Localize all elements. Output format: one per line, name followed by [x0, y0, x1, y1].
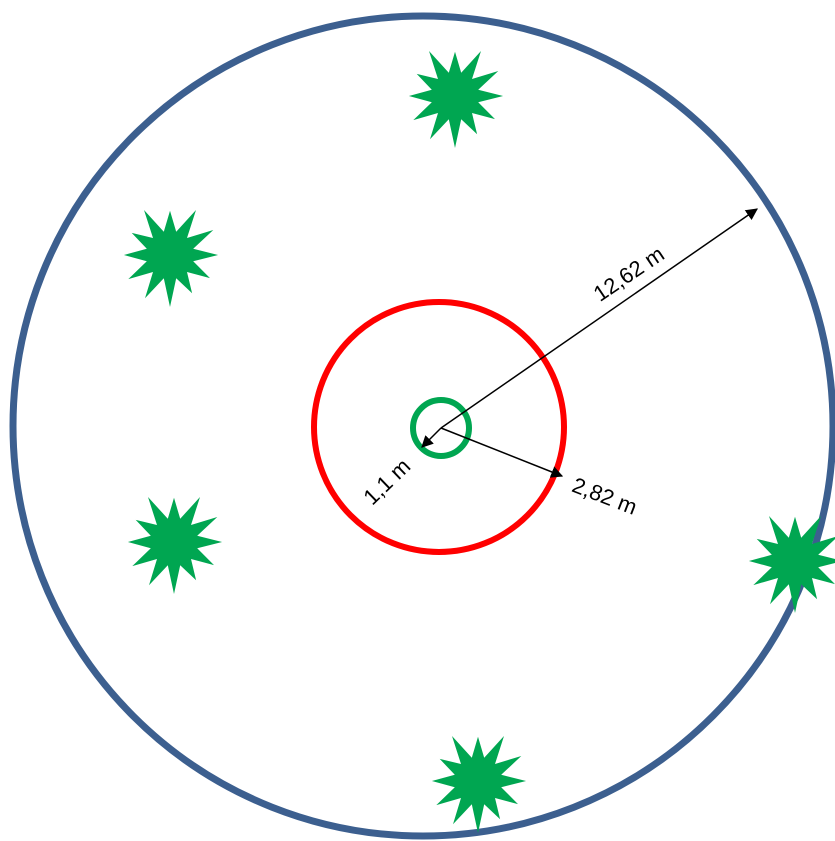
middle-radius-arrow: [440, 427, 564, 478]
starburst-icon: [123, 210, 219, 307]
outer-radius-arrow: [440, 208, 758, 429]
inner-radius-label: 1,1 m: [358, 453, 415, 509]
starburst-icon: [431, 736, 527, 833]
inner-plot-circle: [410, 397, 472, 459]
outer-plot-circle: [9, 12, 835, 840]
inner-radius-arrow: [421, 427, 442, 448]
starburst-icon: [748, 516, 835, 613]
starburst-icon: [127, 497, 223, 594]
middle-plot-circle: [311, 299, 567, 555]
starburst-icon: [408, 51, 504, 148]
middle-radius-label: 2,82 m: [569, 472, 641, 519]
outer-radius-label: 12,62 m: [589, 241, 669, 306]
marker-group: [123, 51, 835, 833]
